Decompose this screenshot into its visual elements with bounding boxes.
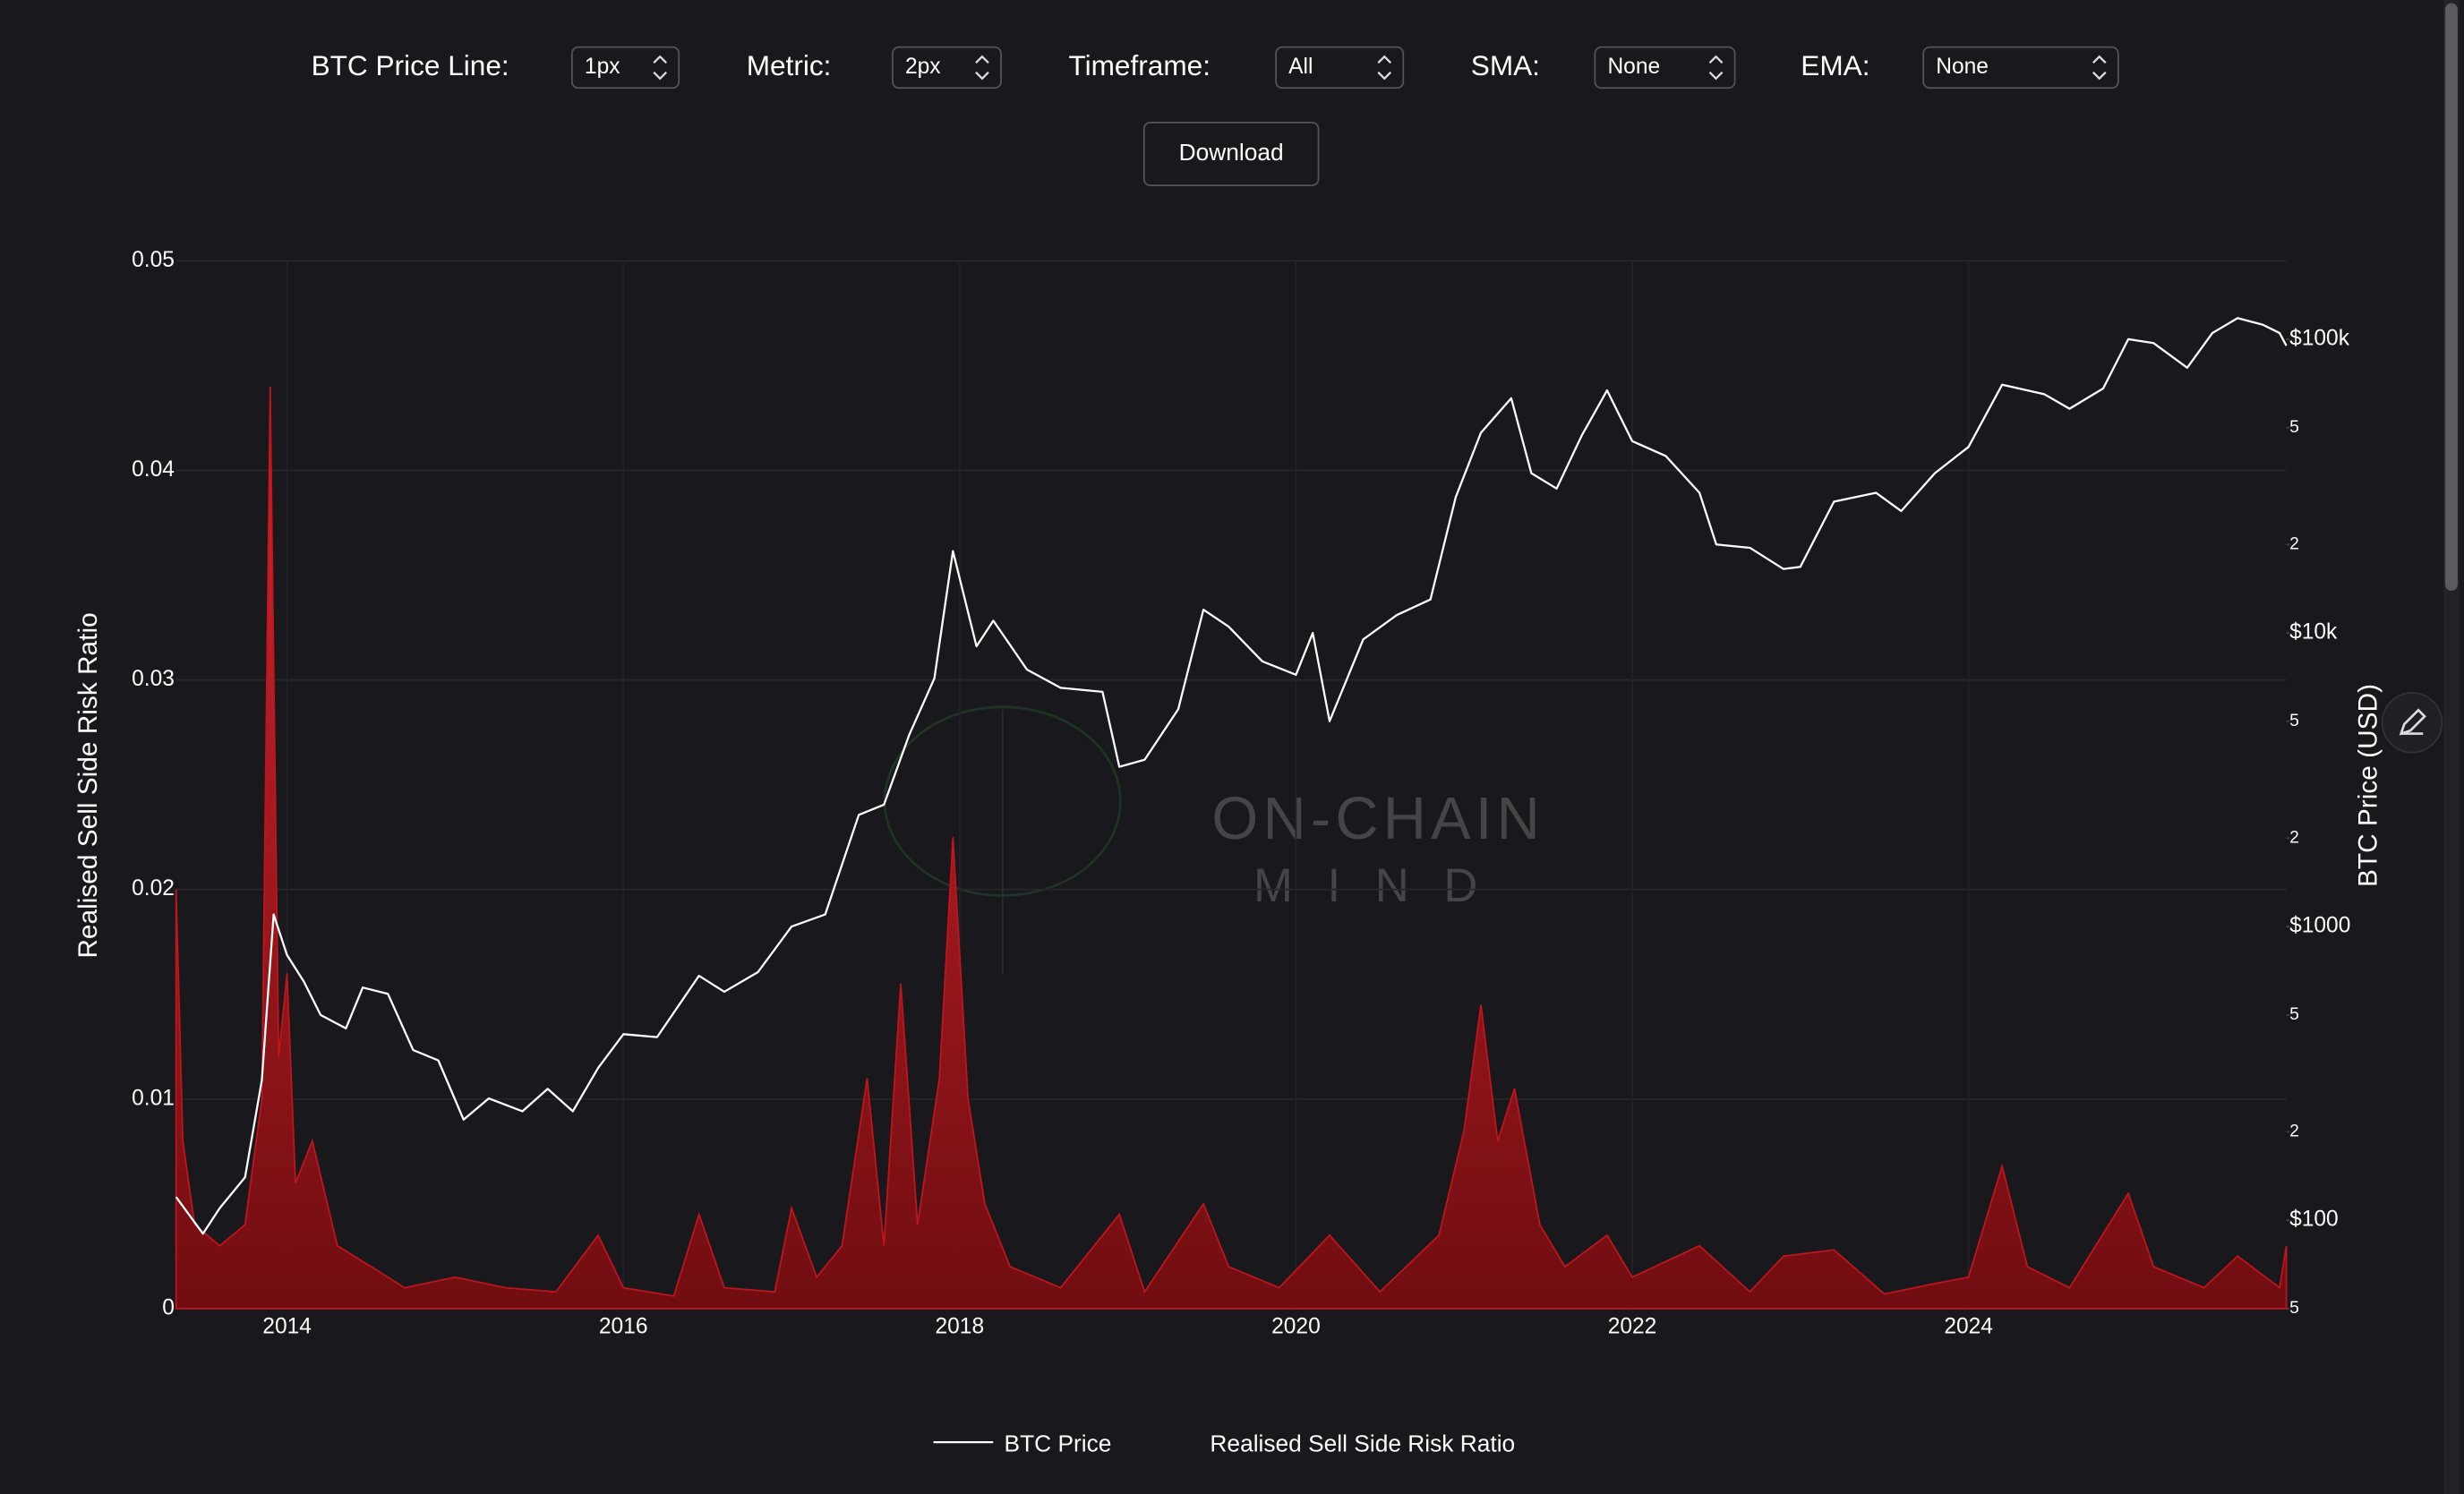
y-tick-label: 0.05: [132, 248, 175, 272]
legend-swatch: [1185, 1434, 1203, 1450]
y-tick-label: 0.04: [132, 457, 175, 482]
select-value: 1px: [585, 55, 620, 79]
x-tick-label: 2014: [262, 1314, 312, 1338]
y-axis-title: Realised Sell Side Risk Ratio: [73, 612, 103, 958]
legend-label[interactable]: BTC Price: [1005, 1430, 1112, 1457]
y2-tick-label: 5: [2289, 712, 2299, 730]
x-tick-label: 2022: [1608, 1314, 1657, 1338]
select-arrows: [2092, 55, 2107, 81]
y-tick-label: 0.03: [132, 667, 175, 691]
select-value: None: [1607, 55, 1660, 79]
select-value: All: [1288, 55, 1313, 79]
control-label: BTC Price Line:: [312, 49, 509, 81]
download-button[interactable]: [1142, 122, 1320, 186]
y2-tick-label: 5: [2289, 1299, 2299, 1318]
y2-tick-label: 5: [2289, 418, 2299, 437]
y-tick-label: 0.02: [132, 876, 175, 901]
select-box[interactable]: [1594, 46, 1736, 90]
controls: BTC Price Line: 1px Metric: 2px Timeframe: Al…: [312, 46, 2119, 90]
select-box[interactable]: [1922, 46, 2119, 90]
y-tick-label: 0: [162, 1295, 175, 1319]
y2-tick-label: $1000: [2289, 914, 2350, 938]
y2-tick-label: 2: [2289, 828, 2299, 847]
x-tick-label: 2020: [1271, 1314, 1321, 1338]
scrollbar-thumb[interactable]: [2444, 3, 2458, 591]
download-label: Download: [1179, 139, 1284, 166]
select-arrows: [1708, 55, 1724, 81]
x-tick-label: 2016: [599, 1314, 648, 1338]
price-line: [175, 317, 2288, 1235]
y2-tick-label: $100k: [2289, 326, 2350, 350]
select-box[interactable]: [892, 46, 1002, 90]
select-arrows: [653, 55, 668, 81]
control-label: SMA:: [1471, 49, 1540, 81]
select-box[interactable]: [1275, 46, 1405, 90]
x-tick-label: 2018: [936, 1314, 985, 1338]
edit-icon: [2399, 708, 2426, 736]
y2-tick-label: 2: [2289, 1122, 2299, 1140]
watermark-line1: ON-CHAIN: [1211, 786, 1544, 852]
select-box[interactable]: [571, 46, 680, 90]
control-label: Metric:: [747, 49, 832, 81]
y2-tick-label: $100: [2289, 1208, 2339, 1232]
select-arrows: [975, 55, 989, 81]
plot: 0 0.01 0.02 0.03 0.04 0.05 5 $100 2 5 $1000 2 5 $10k 2…: [132, 248, 2350, 1457]
y2-axis-title: BTC Price (USD): [2353, 684, 2383, 887]
area-series: [175, 386, 2288, 1310]
control-label: EMA:: [1801, 49, 1869, 81]
legend-label[interactable]: Realised Sell Side Risk Ratio: [1210, 1430, 1515, 1457]
y-tick-label: 0.01: [132, 1086, 175, 1110]
y2-tick-label: 5: [2289, 1005, 2299, 1024]
watermark: ON-CHAIN MIND: [883, 705, 1544, 975]
y2-tick-label: 2: [2289, 534, 2299, 553]
select-value: None: [1936, 55, 1989, 79]
edit-button[interactable]: [2381, 692, 2443, 754]
watermark-line2: MIND: [1253, 859, 1512, 912]
x-tick-label: 2024: [1944, 1314, 1993, 1338]
control-label: Timeframe:: [1068, 49, 1210, 81]
y2-tick-label: $10k: [2289, 620, 2338, 645]
select-arrows: [1377, 55, 1392, 81]
select-value: 2px: [905, 55, 941, 79]
